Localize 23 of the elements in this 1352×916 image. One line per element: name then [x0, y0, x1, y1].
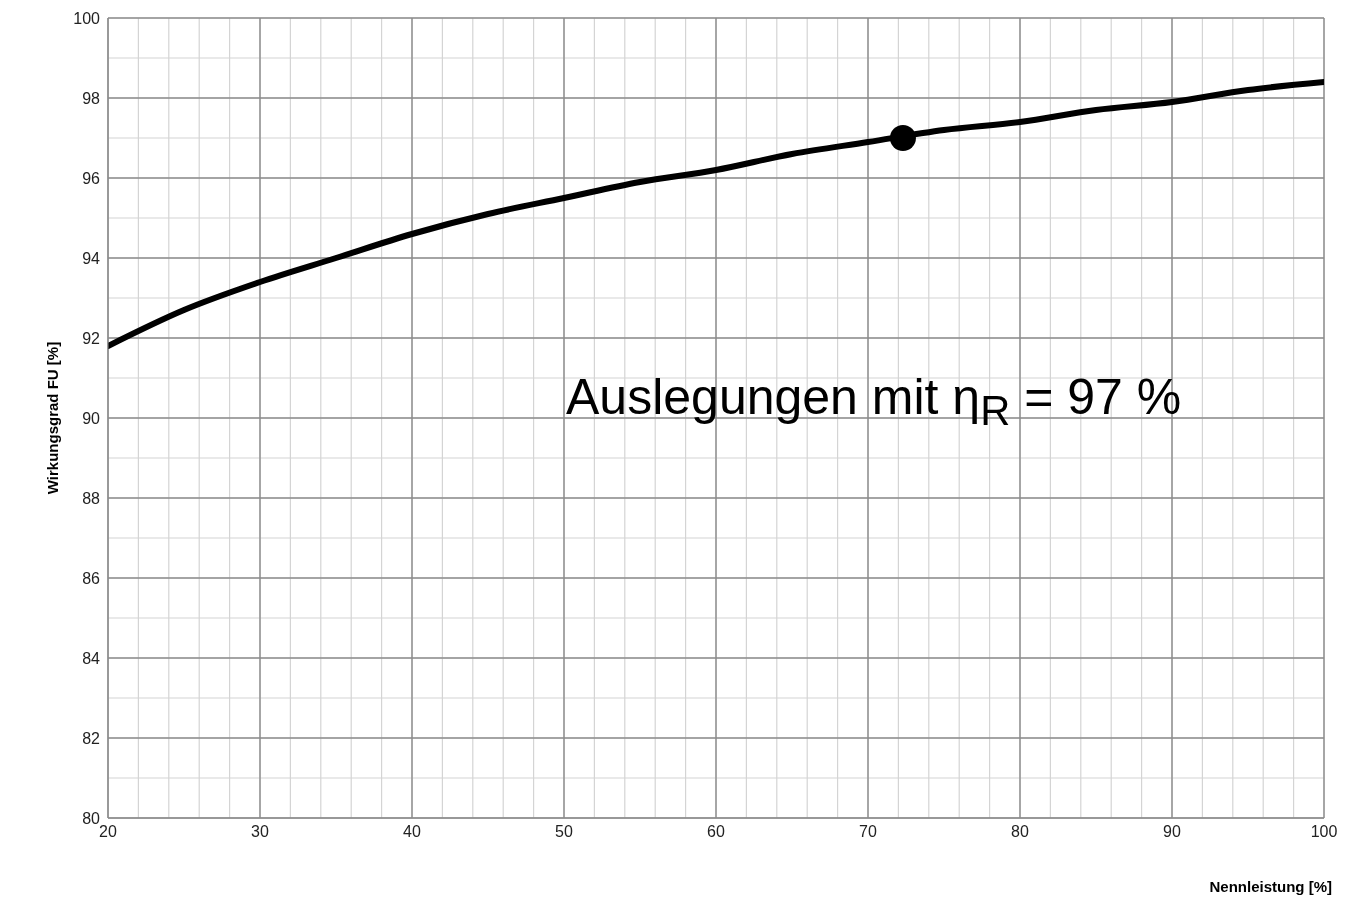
y-tick-label: 82	[82, 729, 101, 747]
y-tick-label: 96	[82, 169, 101, 187]
x-tick-label: 100	[1310, 823, 1338, 841]
y-tick-label: 84	[82, 649, 101, 667]
x-tick-label: 30	[251, 823, 269, 841]
annotation: Auslegungen mit η$_{R}$ = 97 %	[566, 368, 1182, 435]
y-tick-label: 86	[82, 569, 101, 587]
y-tick-label: 90	[82, 409, 101, 427]
x-tick-label: 80	[1011, 823, 1029, 841]
x-tick-label: 50	[555, 823, 573, 841]
y-tick-label: 88	[82, 489, 101, 507]
x-tick-label: 70	[859, 823, 877, 841]
x-tick-label: 60	[707, 823, 725, 841]
y-tick-label: 80	[82, 809, 101, 827]
y-axis-title: Wirkungsgrad FU [%]	[44, 341, 62, 495]
x-tick-label: 20	[99, 823, 117, 841]
y-tick-label: 94	[82, 249, 101, 267]
x-tick-label: 90	[1163, 823, 1181, 841]
y-tick-label: 98	[82, 89, 101, 107]
x-axis-title: Nennleistung [%]	[1209, 878, 1332, 895]
y-tick-label: 92	[82, 329, 101, 347]
x-tick-label: 40	[403, 823, 421, 841]
y-tick-label: 100	[73, 9, 101, 27]
